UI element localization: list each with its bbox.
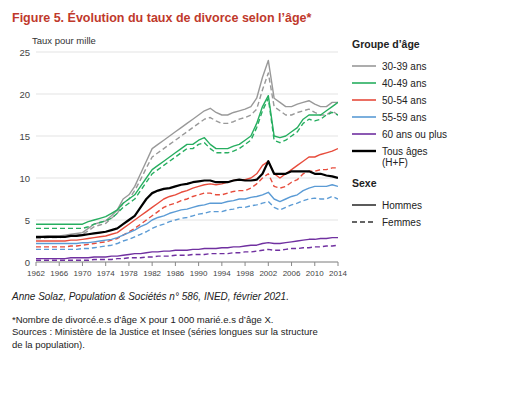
x-tick-label: 1994 xyxy=(213,269,231,278)
grid-line xyxy=(36,94,338,95)
x-tick xyxy=(175,262,176,266)
x-tick-label: 2014 xyxy=(329,269,347,278)
legend-swatch xyxy=(352,65,376,67)
x-tick xyxy=(314,262,315,266)
text-line: de la population). xyxy=(12,339,85,350)
legend-swatch xyxy=(352,99,376,101)
grid xyxy=(36,52,338,262)
y-tick-label: 20 xyxy=(19,89,30,100)
legend-label: 55-59 ans xyxy=(382,112,426,123)
series-line xyxy=(36,60,338,236)
grid-line xyxy=(36,220,338,221)
x-tick-label: 1982 xyxy=(143,269,161,278)
y-axis-label: Taux pour mille xyxy=(32,35,96,46)
legend-label: Femmes xyxy=(382,217,421,228)
x-tick xyxy=(245,262,246,266)
grid-line xyxy=(36,52,338,53)
legend-label: 30-39 ans xyxy=(382,61,426,72)
x-tick-label: 1966 xyxy=(50,269,68,278)
text-line: 50-54 ans xyxy=(382,95,426,106)
legend-swatch xyxy=(352,204,376,206)
x-tick xyxy=(338,262,339,266)
text-line: 55-59 ans xyxy=(382,112,426,123)
text-line: Sources : Ministère de la Justice et Ins… xyxy=(12,326,318,337)
x-tick-label: 1978 xyxy=(120,269,138,278)
legend-swatch xyxy=(352,221,376,223)
legend-label: 40-49 ans xyxy=(382,78,426,89)
x-tick xyxy=(59,262,60,266)
x-tick xyxy=(268,262,269,266)
x-tick xyxy=(221,262,222,266)
x-axis-line xyxy=(36,262,338,263)
legend: Groupe d’âge 30-39 ans 40-49 ans 50-54 ans 5… xyxy=(352,38,447,228)
x-tick-label: 1974 xyxy=(97,269,115,278)
y-tick-label: 5 xyxy=(25,215,30,226)
x-tick-label: 2010 xyxy=(306,269,324,278)
series-line xyxy=(36,161,338,237)
grid-line xyxy=(36,262,338,263)
legend-label: 60 ans ou plus xyxy=(382,129,447,140)
text-line: Tous âges xyxy=(382,146,428,157)
y-tick-label: 15 xyxy=(19,131,30,142)
x-tick xyxy=(152,262,153,266)
x-tick xyxy=(105,262,106,266)
x-tick-label: 1970 xyxy=(74,269,92,278)
x-tick-label: 1962 xyxy=(27,269,45,278)
legend-swatch xyxy=(352,116,376,118)
y-tick-label: 0 xyxy=(25,257,30,268)
x-tick xyxy=(198,262,199,266)
legend-label: 50-54 ans xyxy=(382,95,426,106)
text-line: 60 ans ou plus xyxy=(382,129,447,140)
legend-label: Tous âges(H+F) xyxy=(382,146,428,168)
footnote: Anne Solaz, Population & Sociétés n° 586… xyxy=(11,291,289,302)
x-tick-label: 1990 xyxy=(190,269,208,278)
text-line: *Nombre de divorcé.e.s d’âge X pour 1 00… xyxy=(12,314,273,325)
legend-label: Hommes xyxy=(382,200,422,211)
title: Figure 5. Évolution du taux de divorce s… xyxy=(12,10,312,25)
text-line: Anne Solaz, Population & Sociétés n° 586… xyxy=(11,291,289,302)
x-tick xyxy=(36,262,37,266)
legend-swatch xyxy=(352,133,376,135)
text-line: 40-49 ans xyxy=(382,78,426,89)
grid-line xyxy=(36,178,338,179)
x-tick-label: 1998 xyxy=(236,269,254,278)
legend-swatch xyxy=(352,150,376,152)
chart: Figure 5. Évolution du taux de divorce s… xyxy=(0,0,512,413)
x-tick xyxy=(291,262,292,266)
y-tick-label: 25 xyxy=(19,47,30,58)
series-line xyxy=(36,149,338,241)
legend-title: Sexe xyxy=(352,177,377,189)
text-line: 30-39 ans xyxy=(382,61,426,72)
text-line: (H+F) xyxy=(382,157,408,168)
legend-title: Groupe d’âge xyxy=(352,38,420,50)
series-line xyxy=(36,245,338,260)
x-tick xyxy=(82,262,83,266)
y-tick-label: 10 xyxy=(19,173,30,184)
series-group xyxy=(36,60,338,260)
x-tick xyxy=(128,262,129,266)
x-tick-label: 2006 xyxy=(283,269,301,278)
series-line xyxy=(36,73,338,238)
legend-swatch xyxy=(352,82,376,84)
x-tick-label: 1986 xyxy=(166,269,184,278)
x-tick-label: 2002 xyxy=(259,269,277,278)
footnote: *Nombre de divorcé.e.s d’âge X pour 1 00… xyxy=(12,314,318,350)
